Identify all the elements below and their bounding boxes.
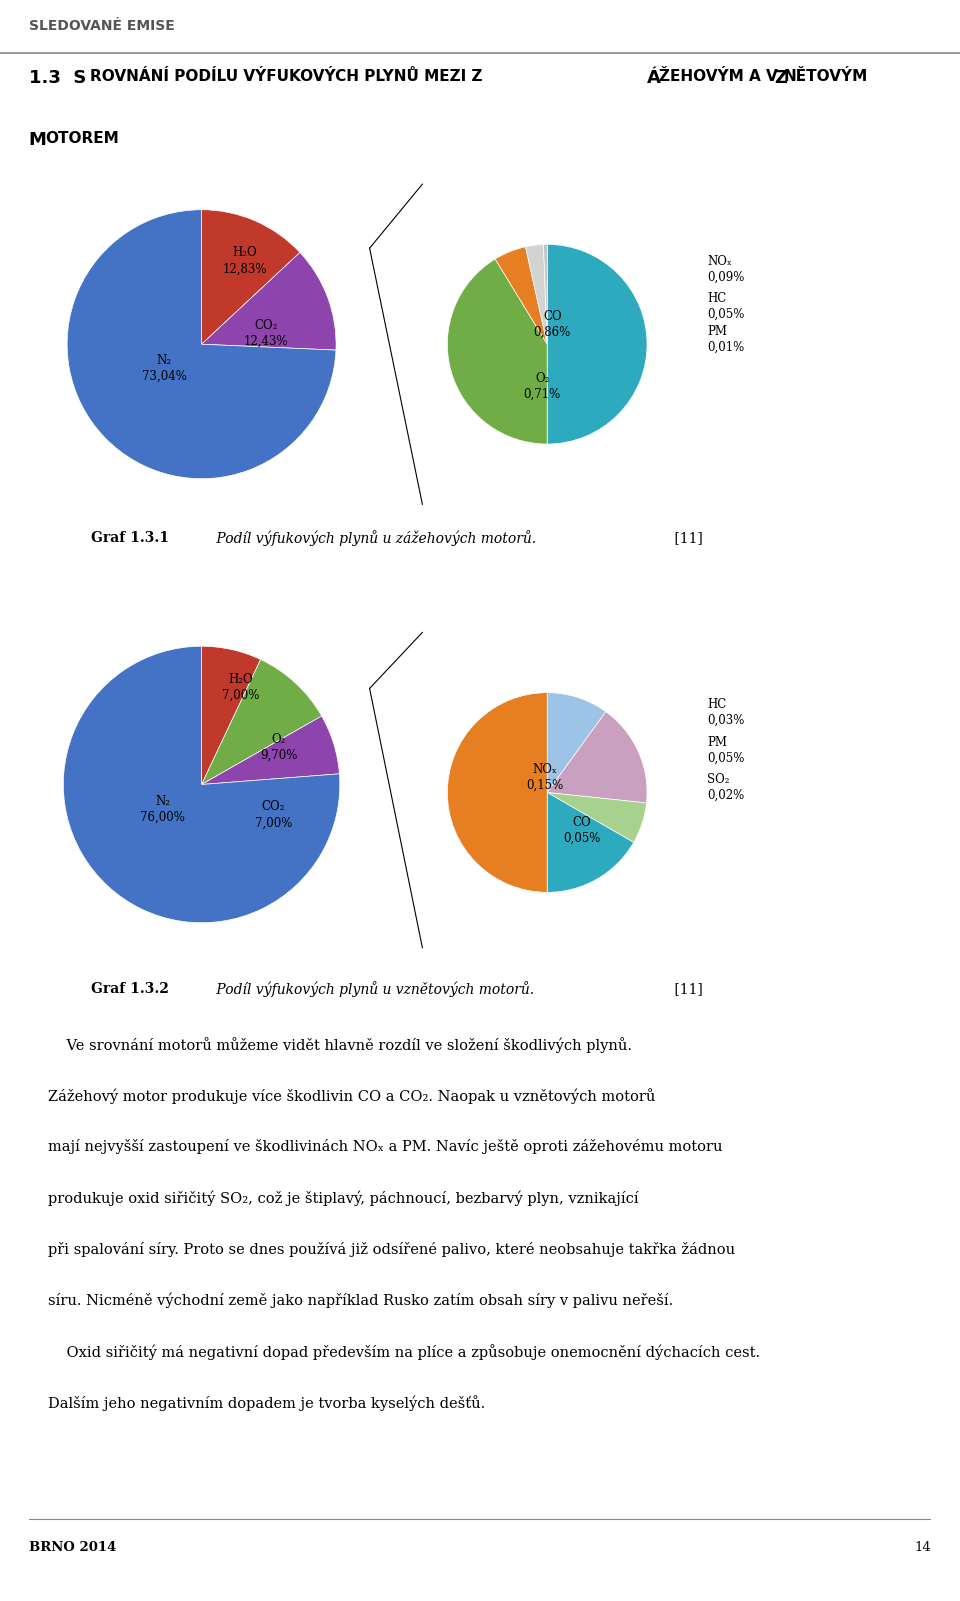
Wedge shape xyxy=(543,245,547,344)
Text: 1.3  S: 1.3 S xyxy=(29,69,86,86)
Text: O₂
0,71%: O₂ 0,71% xyxy=(523,371,561,400)
Text: H₂O
7,00%: H₂O 7,00% xyxy=(222,674,259,703)
Wedge shape xyxy=(547,792,634,892)
Text: NĚTOVÝM: NĚTOVÝM xyxy=(783,69,868,83)
Text: ROVNÁNÍ PODÍLU VÝFUKOVÝCH PLYNŮ MEZI Z: ROVNÁNÍ PODÍLU VÝFUKOVÝCH PLYNŮ MEZI Z xyxy=(90,69,483,83)
Text: O₂
9,70%: O₂ 9,70% xyxy=(260,733,298,762)
Text: SO₂
0,02%: SO₂ 0,02% xyxy=(707,773,744,802)
Text: CO₂
12,43%: CO₂ 12,43% xyxy=(244,319,288,347)
Text: NOₓ
0,09%: NOₓ 0,09% xyxy=(707,255,744,283)
Wedge shape xyxy=(202,210,300,344)
Text: H₂O
12,83%: H₂O 12,83% xyxy=(223,247,267,275)
Text: [11]: [11] xyxy=(670,983,703,996)
Text: mají nejvyšší zastoupení ve škodlivinách NOₓ a PM. Navíc ještě oproti zážehovému: mají nejvyšší zastoupení ve škodlivinách… xyxy=(48,1140,723,1154)
Text: PM
0,05%: PM 0,05% xyxy=(707,736,744,765)
Text: produkuje oxid siřičitý SO₂, což je štiplavý, páchnoucí, bezbarvý plyn, vznikají: produkuje oxid siřičitý SO₂, což je štip… xyxy=(48,1191,638,1206)
Text: M: M xyxy=(29,131,47,149)
Wedge shape xyxy=(525,245,547,344)
Text: Graf 1.3.1: Graf 1.3.1 xyxy=(91,532,169,544)
Text: ŽEHOVÝM A V: ŽEHOVÝM A V xyxy=(659,69,778,83)
Text: [11]: [11] xyxy=(670,532,703,544)
Text: CO
0,05%: CO 0,05% xyxy=(564,817,601,845)
Text: síru. Nicméně východní země jako například Rusko zatím obsah síry v palivu neřeš: síru. Nicméně východní země jako napříkl… xyxy=(48,1294,673,1308)
Text: OTOREM: OTOREM xyxy=(45,131,119,146)
Text: Graf 1.3.2: Graf 1.3.2 xyxy=(91,983,169,996)
Wedge shape xyxy=(547,712,647,804)
Text: BRNO 2014: BRNO 2014 xyxy=(29,1542,116,1555)
Text: Á: Á xyxy=(647,69,660,86)
Wedge shape xyxy=(67,210,336,479)
Wedge shape xyxy=(547,792,646,842)
Wedge shape xyxy=(202,253,336,351)
Text: HC
0,03%: HC 0,03% xyxy=(707,698,744,727)
Text: při spalování síry. Proto se dnes používá již odsířené palivo, které neobsahuje : při spalování síry. Proto se dnes použív… xyxy=(48,1242,735,1257)
Wedge shape xyxy=(63,647,340,922)
Wedge shape xyxy=(495,247,547,344)
Text: Dalším jeho negativním dopadem je tvorba kyselých dešťů.: Dalším jeho negativním dopadem je tvorba… xyxy=(48,1396,485,1412)
Wedge shape xyxy=(202,647,260,784)
Text: SLEDOVANÉ EMISE: SLEDOVANÉ EMISE xyxy=(29,19,175,34)
Text: HC
0,05%: HC 0,05% xyxy=(707,291,744,320)
Text: Oxid siřičitý má negativní dopad především na plíce a způsobuje onemocnění dýcha: Oxid siřičitý má negativní dopad předevš… xyxy=(48,1345,760,1361)
Text: Z: Z xyxy=(774,69,787,86)
Text: PM
0,01%: PM 0,01% xyxy=(707,325,744,354)
Text: Podíl výfukových plynů u vznětových motorů.: Podíl výfukových plynů u vznětových moto… xyxy=(212,981,535,997)
Wedge shape xyxy=(447,693,547,892)
Wedge shape xyxy=(202,716,340,784)
Text: N₂
76,00%: N₂ 76,00% xyxy=(140,794,185,825)
Wedge shape xyxy=(202,660,322,784)
Text: Ve srovnání motorů můžeme vidět hlavně rozdíl ve složení škodlivých plynů.: Ve srovnání motorů můžeme vidět hlavně r… xyxy=(48,1037,632,1053)
Text: Podíl výfukových plynů u zážehových motorů.: Podíl výfukových plynů u zážehových moto… xyxy=(212,530,537,546)
Wedge shape xyxy=(547,245,647,443)
Text: 14: 14 xyxy=(915,1542,931,1555)
Text: Zážehový motor produkuje více škodlivin CO a CO₂. Naopak u vznětových motorů: Zážehový motor produkuje více škodlivin … xyxy=(48,1089,656,1105)
Text: CO₂
7,00%: CO₂ 7,00% xyxy=(254,800,292,829)
Wedge shape xyxy=(547,693,606,792)
Text: N₂
73,04%: N₂ 73,04% xyxy=(141,354,186,383)
Text: CO
0,86%: CO 0,86% xyxy=(534,309,571,339)
Wedge shape xyxy=(447,259,547,443)
Text: NOₓ
0,15%: NOₓ 0,15% xyxy=(527,764,564,792)
